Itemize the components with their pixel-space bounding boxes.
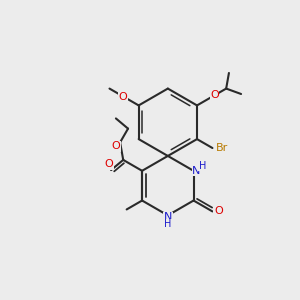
Text: O: O [214,206,223,216]
Text: O: O [119,92,128,101]
Text: O: O [210,89,219,100]
Text: N: N [164,212,172,222]
Text: N: N [192,166,201,176]
Text: O: O [112,141,121,151]
Text: Br: Br [216,143,229,153]
Text: H: H [164,219,172,229]
Text: O: O [105,159,113,169]
Text: H: H [199,161,206,171]
